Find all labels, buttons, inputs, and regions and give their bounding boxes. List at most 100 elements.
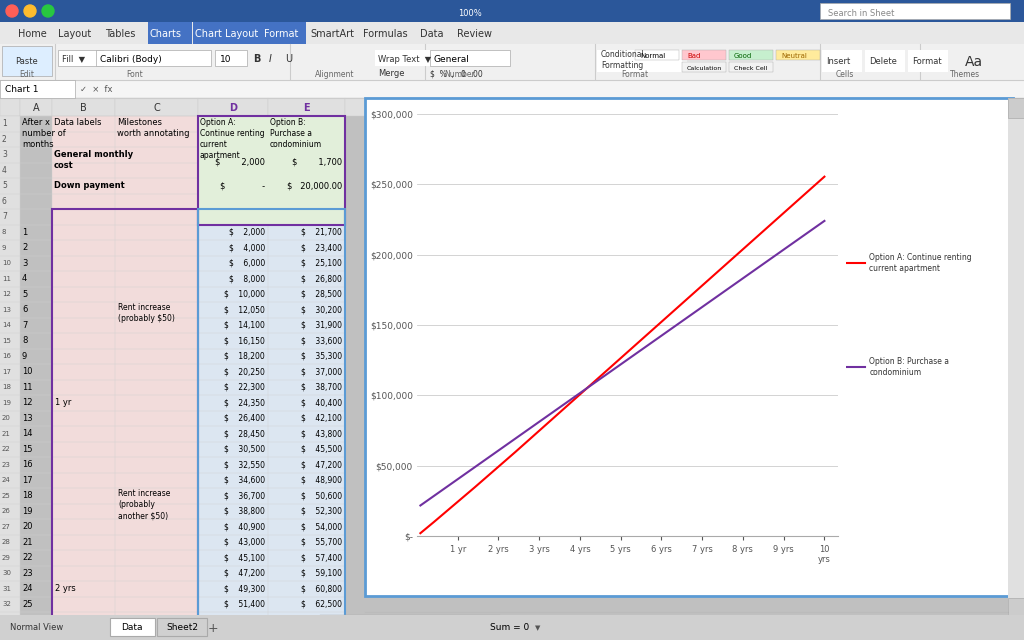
Text: $    65,900: $ 65,900	[301, 631, 342, 640]
Bar	[115, 504, 198, 519]
Text: $    47,200: $ 47,200	[301, 460, 342, 469]
Bar	[268, 534, 345, 550]
Bar	[0, 0, 1024, 22]
Text: 8: 8	[2, 229, 6, 236]
Bar	[96, 50, 211, 66]
Bar	[682, 50, 726, 60]
Bar	[115, 581, 198, 596]
Text: 100%: 100%	[458, 10, 482, 19]
Text: 4: 4	[22, 275, 28, 284]
Text: 10: 10	[220, 54, 231, 63]
Text: 1 yr: 1 yr	[55, 398, 72, 407]
Text: Tables: Tables	[105, 29, 135, 39]
Bar	[230, 615, 780, 623]
Text: $    28,500: $ 28,500	[301, 290, 342, 299]
Text: 15: 15	[22, 445, 33, 454]
Bar	[262, 22, 306, 44]
Text: 6: 6	[2, 196, 7, 205]
Bar	[268, 147, 345, 163]
Bar	[52, 566, 115, 581]
Text: 21: 21	[2, 431, 11, 436]
Bar	[268, 193, 345, 209]
Text: 5: 5	[22, 290, 28, 299]
Text: $    40,400: $ 40,400	[301, 398, 342, 407]
Bar	[52, 147, 115, 163]
Bar	[268, 271, 345, 287]
Bar	[115, 349, 198, 364]
Bar	[52, 287, 115, 302]
Text: 26: 26	[2, 508, 11, 515]
Bar	[268, 426, 345, 442]
Text: 7: 7	[22, 321, 28, 330]
Bar	[268, 519, 345, 534]
Text: 23: 23	[2, 461, 11, 468]
Text: $    59,100: $ 59,100	[301, 569, 342, 578]
Bar	[198, 116, 345, 225]
Text: 19: 19	[2, 400, 11, 406]
Text: Neutral: Neutral	[781, 53, 807, 59]
Text: $        1,700: $ 1,700	[292, 158, 342, 167]
Bar	[198, 255, 268, 271]
Bar	[52, 240, 115, 255]
Text: ▼: ▼	[535, 625, 541, 631]
Bar	[198, 612, 268, 627]
Bar	[52, 627, 115, 640]
Bar	[198, 472, 268, 488]
Text: 31: 31	[2, 586, 11, 592]
Text: $    42,100: $ 42,100	[301, 413, 342, 423]
Bar	[115, 395, 198, 410]
Bar	[198, 504, 268, 519]
Bar	[115, 550, 198, 566]
Text: Chart Layout: Chart Layout	[195, 29, 258, 39]
Bar	[0, 22, 1024, 44]
Bar	[115, 519, 198, 534]
Text: $    8,000: $ 8,000	[229, 275, 265, 284]
Text: D: D	[229, 103, 237, 113]
Bar	[115, 147, 198, 163]
Bar	[115, 225, 198, 240]
Text: 17: 17	[22, 476, 33, 484]
Text: 11: 11	[2, 276, 11, 282]
Bar	[0, 98, 20, 116]
Text: 19: 19	[22, 507, 33, 516]
Bar	[115, 534, 198, 550]
Bar	[729, 62, 773, 72]
Text: 17: 17	[2, 369, 11, 375]
Text: 3: 3	[22, 259, 28, 268]
Text: 25: 25	[2, 493, 10, 499]
Bar	[115, 240, 198, 255]
Text: $    35,300: $ 35,300	[301, 352, 342, 361]
Bar	[635, 50, 679, 60]
Text: Format: Format	[622, 70, 648, 79]
Bar	[268, 240, 345, 255]
Text: $    30,500: $ 30,500	[224, 445, 265, 454]
Bar	[268, 302, 345, 317]
Bar	[198, 178, 268, 193]
Bar	[52, 519, 115, 534]
Text: Delete: Delete	[869, 58, 897, 67]
Bar	[268, 163, 345, 178]
Bar	[0, 116, 20, 640]
Bar	[682, 62, 726, 72]
Text: $    31,900: $ 31,900	[301, 321, 342, 330]
Bar	[115, 488, 198, 504]
Bar	[52, 193, 115, 209]
Bar	[198, 534, 268, 550]
Text: $    49,300: $ 49,300	[224, 584, 265, 593]
Bar	[115, 116, 198, 131]
Text: B: B	[253, 54, 260, 64]
Bar	[52, 581, 115, 596]
Text: $    2,000: $ 2,000	[229, 228, 265, 237]
Text: $    26,800: $ 26,800	[301, 275, 342, 284]
Bar	[110, 618, 155, 636]
Text: B: B	[80, 103, 87, 113]
Text: Data labels: Data labels	[54, 118, 101, 127]
Text: $    48,900: $ 48,900	[301, 476, 342, 484]
Text: 20: 20	[2, 415, 11, 421]
Text: General: General	[434, 54, 470, 63]
Bar	[115, 163, 198, 178]
Text: 34: 34	[2, 632, 11, 638]
Text: $    50,600: $ 50,600	[301, 492, 342, 500]
Bar	[52, 488, 115, 504]
Bar	[865, 50, 905, 72]
